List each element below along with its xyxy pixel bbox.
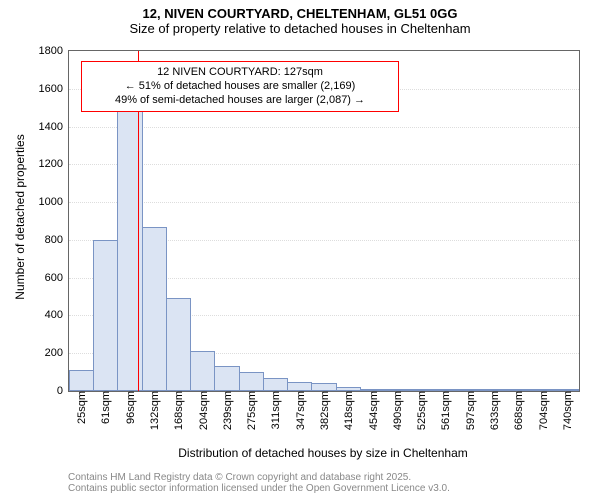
- x-tick-label: 490sqm: [390, 391, 404, 430]
- y-tick-label: 400: [45, 309, 69, 321]
- histogram-bar: [360, 389, 385, 391]
- x-tick-label: 668sqm: [511, 391, 525, 430]
- histogram-bar: [263, 378, 288, 391]
- x-tick-label: 633sqm: [487, 391, 501, 430]
- x-tick-label: 525sqm: [414, 391, 428, 430]
- histogram-bar: [433, 389, 458, 391]
- annotation-line: 49% of semi-detached houses are larger (…: [90, 94, 390, 108]
- histogram-bar: [457, 389, 482, 391]
- histogram-bar: [214, 366, 239, 391]
- x-tick-label: 96sqm: [123, 391, 137, 424]
- x-tick-label: 25sqm: [74, 391, 88, 424]
- x-tick-label: 132sqm: [147, 391, 161, 430]
- x-tick-label: 61sqm: [98, 391, 112, 424]
- x-tick-label: 204sqm: [196, 391, 210, 430]
- histogram-bar: [93, 240, 118, 391]
- x-tick-label: 740sqm: [560, 391, 574, 430]
- histogram-bar: [529, 389, 554, 391]
- histogram-bar: [239, 372, 264, 391]
- chart-title-main: 12, NIVEN COURTYARD, CHELTENHAM, GL51 0G…: [0, 6, 600, 21]
- chart-titles: 12, NIVEN COURTYARD, CHELTENHAM, GL51 0G…: [0, 6, 600, 36]
- x-axis-label: Distribution of detached houses by size …: [68, 446, 578, 460]
- histogram-bar: [336, 387, 361, 391]
- chart-footer: Contains HM Land Registry data © Crown c…: [68, 472, 450, 494]
- chart-container: 12, NIVEN COURTYARD, CHELTENHAM, GL51 0G…: [0, 0, 600, 500]
- histogram-bar: [384, 389, 409, 391]
- x-tick-label: 454sqm: [366, 391, 380, 430]
- y-tick-label: 0: [57, 385, 69, 397]
- histogram-bar: [408, 389, 433, 391]
- annotation-box: 12 NIVEN COURTYARD: 127sqm ← 51% of deta…: [81, 61, 399, 112]
- y-tick-label: 1400: [39, 121, 69, 133]
- y-tick-label: 600: [45, 272, 69, 284]
- x-tick-label: 382sqm: [317, 391, 331, 430]
- x-tick-label: 561sqm: [438, 391, 452, 430]
- histogram-bar: [505, 389, 530, 391]
- annotation-line: ← 51% of detached houses are smaller (2,…: [90, 80, 390, 94]
- plot-area: 12 NIVEN COURTYARD: 127sqm ← 51% of deta…: [68, 50, 580, 392]
- y-tick-label: 800: [45, 234, 69, 246]
- y-axis-label: Number of detached properties: [13, 47, 27, 387]
- y-tick-label: 200: [45, 347, 69, 359]
- y-tick-label: 1200: [39, 158, 69, 170]
- y-tick-label: 1000: [39, 196, 69, 208]
- x-tick-label: 239sqm: [220, 391, 234, 430]
- chart-title-sub: Size of property relative to detached ho…: [0, 21, 600, 36]
- x-tick-label: 311sqm: [268, 391, 282, 429]
- x-tick-label: 704sqm: [536, 391, 550, 430]
- y-tick-label: 1800: [39, 45, 69, 57]
- histogram-bar: [69, 370, 94, 391]
- histogram-bar: [554, 389, 579, 391]
- histogram-bar: [287, 382, 312, 391]
- x-tick-label: 418sqm: [341, 391, 355, 430]
- histogram-bar: [142, 227, 167, 391]
- histogram-bar: [190, 351, 215, 391]
- histogram-bar: [481, 389, 506, 391]
- x-tick-label: 168sqm: [171, 391, 185, 430]
- x-tick-label: 597sqm: [463, 391, 477, 430]
- annotation-line: 12 NIVEN COURTYARD: 127sqm: [90, 66, 390, 80]
- histogram-bar: [166, 298, 191, 391]
- x-tick-label: 275sqm: [244, 391, 258, 430]
- y-tick-label: 1600: [39, 83, 69, 95]
- footer-line: Contains public sector information licen…: [68, 483, 450, 494]
- histogram-bar: [311, 383, 336, 391]
- x-tick-label: 347sqm: [293, 391, 307, 430]
- footer-line: Contains HM Land Registry data © Crown c…: [68, 472, 450, 483]
